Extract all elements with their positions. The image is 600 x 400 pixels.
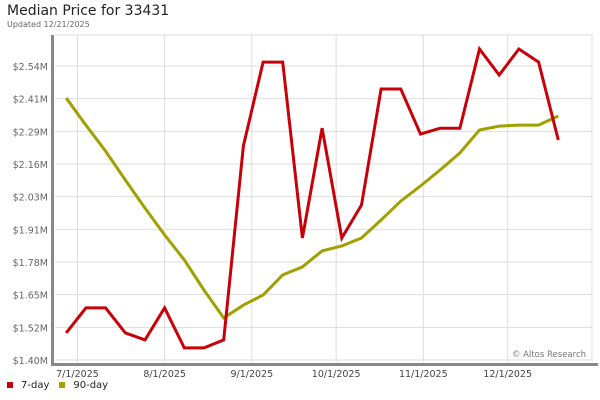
x-axis <box>51 363 598 366</box>
series-line-7-day <box>65 45 560 350</box>
legend-swatch <box>59 382 66 388</box>
x-tick-label: 11/1/2025 <box>399 369 448 380</box>
watermark: © Altos Research <box>512 350 586 360</box>
y-axis <box>51 35 54 365</box>
x-tick-label: 9/1/2025 <box>230 369 273 380</box>
x-tick-label: 10/1/2025 <box>312 369 361 380</box>
legend-swatch <box>7 382 13 388</box>
legend: 7-day 90-day <box>7 380 108 391</box>
y-tick-label: $2.41M <box>13 95 48 106</box>
y-tick-label: $1.78M <box>13 258 48 269</box>
legend-item-7-day[interactable]: 7-day <box>7 380 49 391</box>
x-tick-label: 8/1/2025 <box>143 369 186 380</box>
y-tick-label: $2.54M <box>13 62 48 73</box>
legend-item-90-day[interactable]: 90-day <box>59 380 108 391</box>
series-line-90-day <box>64 97 559 321</box>
legend-label: 7-day <box>21 380 50 391</box>
y-tick-label: $1.91M <box>13 225 48 236</box>
x-tick-label: 12/1/2025 <box>483 369 532 380</box>
legend-label: 90-day <box>73 380 109 391</box>
y-tick-label: $2.16M <box>13 160 48 171</box>
y-tick-label: $2.03M <box>13 193 48 204</box>
y-tick-label: $1.52M <box>13 323 48 334</box>
chart-title: Median Price for 33431 <box>7 3 170 19</box>
y-tick-label: $1.40M <box>13 356 48 367</box>
x-tick-label: 7/1/2025 <box>56 369 99 380</box>
updated-date: Updated 12/21/2025 <box>7 20 90 29</box>
y-tick-label: $2.29M <box>13 127 48 138</box>
y-tick-label: $1.65M <box>13 291 48 302</box>
